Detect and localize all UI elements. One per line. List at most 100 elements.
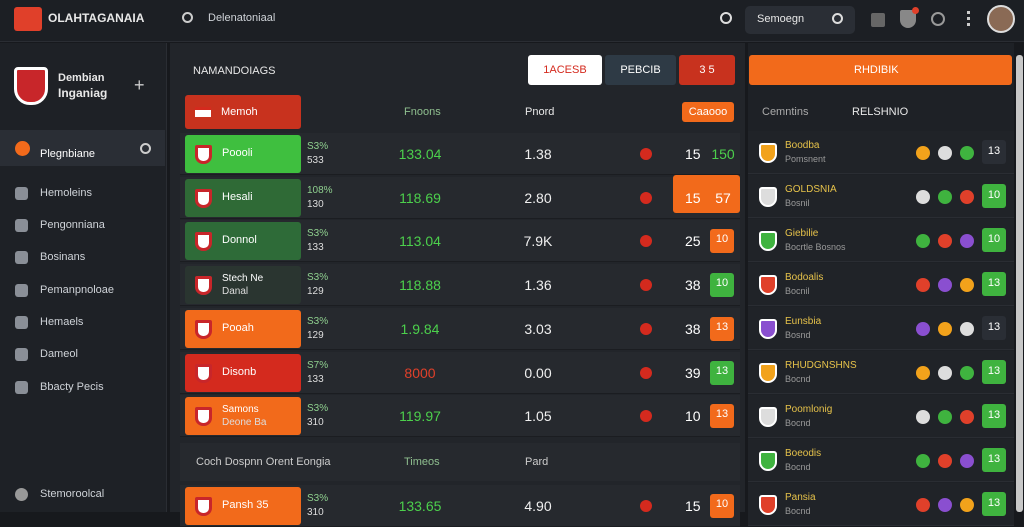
odds: S3% <box>307 315 329 327</box>
menu-icon <box>15 187 28 200</box>
list-item[interactable]: Giebilie Bocrtle Bosnos 10 <box>748 219 1014 262</box>
badge-box <box>710 273 734 298</box>
menu-item[interactable]: Pengonniana <box>40 219 105 231</box>
count: 38 <box>685 320 701 337</box>
column-header: RELSHNIO <box>852 106 909 118</box>
value: 133.04 <box>398 146 442 162</box>
match-row[interactable]: Pansh 35 S3% 310 133.65 4.90 15 10 <box>180 485 740 527</box>
bet-icon[interactable] <box>640 322 652 335</box>
bet-icon[interactable] <box>640 191 652 204</box>
count: 13 <box>987 365 1001 377</box>
bet-icon[interactable] <box>640 148 652 160</box>
menu-item[interactable]: Bbacty Pecis <box>40 381 104 393</box>
icon[interactable] <box>871 13 885 27</box>
shield-icon[interactable] <box>900 10 916 28</box>
column-header: Fnoons <box>404 106 441 118</box>
section-title: Pard <box>525 456 549 468</box>
match-row[interactable]: Pooah S3% 129 1.9.84 3.03 38 13 <box>180 307 740 350</box>
status-icon <box>916 146 930 160</box>
column-header[interactable]: Caaooo <box>688 106 728 118</box>
search-icon[interactable] <box>832 13 843 24</box>
menu-item[interactable]: Dameol <box>40 348 78 360</box>
menu-item[interactable]: Pemanpnoloae <box>40 284 115 296</box>
list-item[interactable]: Boodba Pomsnent 13 <box>748 131 1014 174</box>
team-tile: Stech Ne Danal <box>185 266 301 305</box>
bet-icon[interactable] <box>640 366 652 379</box>
count-box <box>982 228 1006 252</box>
tab[interactable]: 3 5 <box>679 55 735 85</box>
status-icon <box>938 410 952 424</box>
menu-item[interactable]: Bosinans <box>40 251 86 263</box>
settings-icon[interactable] <box>931 12 945 26</box>
match-row[interactable]: Stech Ne Danal S3% 129 118.88 1.36 38 10 <box>180 264 740 307</box>
odds: 133 <box>307 242 324 254</box>
tab-label[interactable]: 1ACESB <box>543 64 587 76</box>
list-item[interactable]: Bodoalis Bocnil 13 <box>748 263 1014 306</box>
cta-label[interactable]: RHDIBIK <box>854 64 899 76</box>
bet-icon[interactable] <box>640 235 652 248</box>
list-item[interactable]: RHUDGNSHNS Bocnd 13 <box>748 351 1014 394</box>
status-icon <box>916 278 930 292</box>
status-icon <box>960 234 974 248</box>
search-icon[interactable] <box>182 12 193 23</box>
badge: 13 <box>715 364 729 377</box>
add-button[interactable]: + <box>134 75 145 95</box>
column-header: Memoh <box>221 106 258 118</box>
search-text[interactable]: Delenatoniaal <box>208 12 276 24</box>
menu-icon[interactable] <box>967 11 970 27</box>
team-logo <box>759 187 777 207</box>
list-item[interactable]: Pansia Bocnd 13 <box>748 483 1014 526</box>
value: 119.97 <box>399 408 441 425</box>
column-button[interactable]: Caaooo <box>682 102 734 122</box>
search-icon[interactable] <box>720 12 732 24</box>
tab[interactable]: PEBCIB <box>605 55 676 85</box>
count-box <box>982 448 1006 472</box>
team-name: Stech Ne <box>222 273 264 285</box>
count-box <box>982 316 1006 340</box>
logo-icon <box>14 7 42 31</box>
list-item[interactable]: Eunsbia Bosnd 13 <box>748 307 1014 350</box>
status-icon <box>960 278 974 292</box>
count: 13 <box>987 145 1001 157</box>
count: 15 <box>685 189 701 206</box>
cta-button[interactable]: RHDIBIK <box>749 55 1012 85</box>
menu-item[interactable]: Hemoleins <box>40 187 92 199</box>
tab-label[interactable]: 3 5 <box>699 64 715 76</box>
bet-icon[interactable] <box>640 279 652 292</box>
match-row[interactable]: Hesali 108% 130 118.69 2.80 15 57 <box>180 174 740 219</box>
list-item[interactable]: GOLDSNIA Bosnil 10 <box>748 175 1014 218</box>
bet-icon[interactable] <box>640 500 652 512</box>
badge: 13 <box>715 408 729 421</box>
status-icon <box>938 146 952 160</box>
tab[interactable]: 1ACESB <box>528 55 602 85</box>
avatar[interactable] <box>987 5 1015 33</box>
bet-icon[interactable] <box>640 410 652 423</box>
odds: 310 <box>307 417 324 429</box>
team-crest <box>195 145 212 164</box>
badge: 10 <box>715 277 729 290</box>
status-icon <box>960 190 974 204</box>
flag <box>195 107 211 117</box>
status-icon <box>938 498 952 512</box>
match-row[interactable]: Disonb S7% 133 8000 0.00 39 13 <box>180 351 740 394</box>
count-box <box>982 360 1006 384</box>
menu-icon <box>15 381 28 394</box>
search-input[interactable]: Semoegn <box>757 13 805 25</box>
menu-item[interactable]: Hemaels <box>40 316 84 328</box>
match-row[interactable]: Poooli S3% 533 133.04 1.38 15 150 <box>180 133 740 175</box>
match-row[interactable]: Samons Deone Ba S3% 310 119.97 1.05 10 13 <box>180 395 740 438</box>
menu-item[interactable]: Plegnbiane <box>40 148 96 160</box>
status-icon <box>916 366 930 380</box>
item-name: Pansia <box>785 492 816 503</box>
count: 39 <box>685 364 701 381</box>
search-box[interactable]: Semoegn <box>745 6 855 34</box>
match-row[interactable]: Donnol S3% 133 113.04 7.9K 25 10 <box>180 220 740 263</box>
list-item[interactable]: Poomlonig Bocnd 13 <box>748 395 1014 438</box>
price: 0.00 <box>524 364 552 381</box>
footer-link[interactable]: Stemoroolcal <box>40 488 105 500</box>
tab-label[interactable]: PEBCIB <box>620 64 661 76</box>
value: 113.04 <box>399 233 441 250</box>
column-badge: Memoh <box>185 95 301 129</box>
list-item[interactable]: Boeodis Bocnd 13 <box>748 439 1014 482</box>
badge-box <box>710 360 734 385</box>
